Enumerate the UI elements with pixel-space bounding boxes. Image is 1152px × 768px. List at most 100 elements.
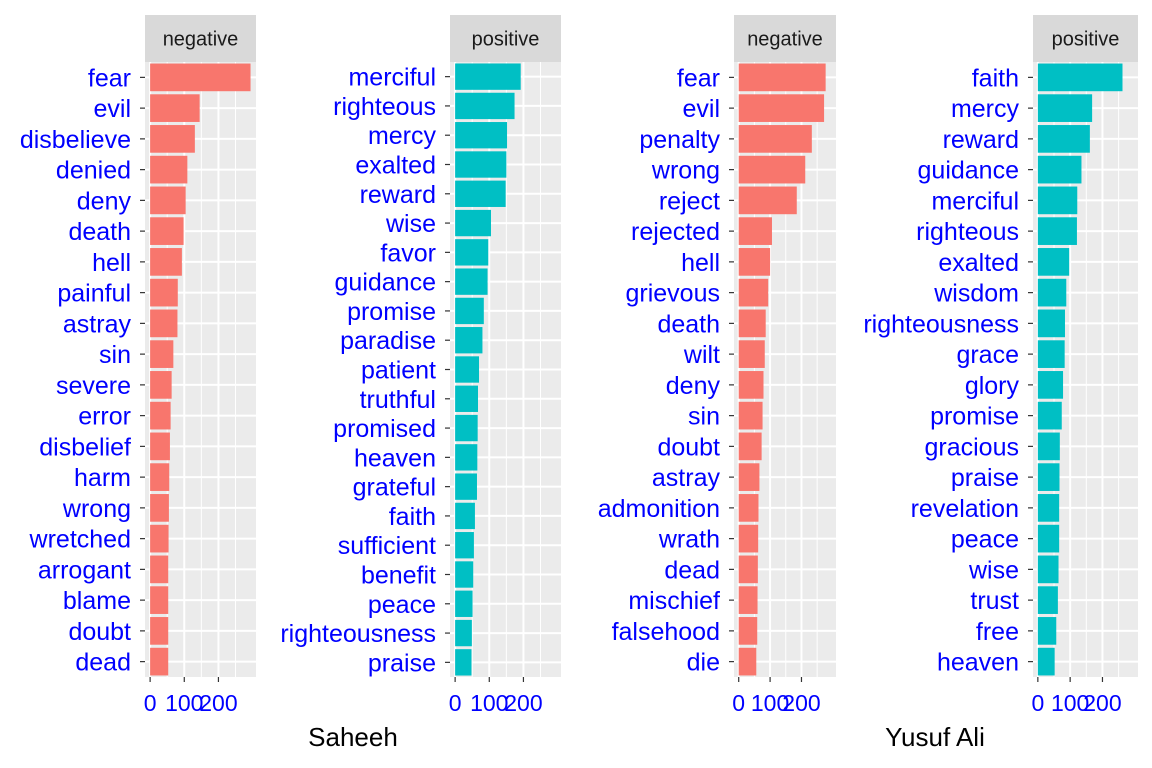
category-label: free <box>976 618 1019 646</box>
bar-promise <box>455 297 484 325</box>
bar-severe <box>150 371 172 399</box>
category-label: righteous <box>916 218 1019 246</box>
bar-revelation <box>1037 494 1060 522</box>
bar-heaven <box>455 444 478 471</box>
category-label: mercy <box>951 95 1020 123</box>
x-tick-label: 100 <box>165 690 203 716</box>
bar-wilt <box>738 340 765 368</box>
bar-merciful <box>455 63 521 90</box>
category-label: glory <box>965 372 1020 400</box>
bar-grateful <box>455 473 477 500</box>
bar-mercy <box>455 122 508 149</box>
panel-1-positive: positive faith mercy reward guidancemerciful… <box>863 15 1138 716</box>
category-label: truthful <box>360 386 436 414</box>
category-label: harm <box>74 464 131 492</box>
bar-denied <box>150 155 188 184</box>
category-label: exalted <box>938 249 1019 277</box>
bar-deny <box>738 371 764 399</box>
bar-exalted <box>1037 248 1070 276</box>
panel-0-positive: positive mercifulrighteousmercyexaltedrew… <box>280 15 561 716</box>
bar-faith <box>1037 63 1123 92</box>
category-label: disbelieve <box>20 126 131 154</box>
bar-dead <box>738 555 758 584</box>
bar-peace <box>1037 524 1060 553</box>
category-label: die <box>687 649 720 677</box>
bar-praise <box>1037 463 1060 491</box>
bar-die <box>738 647 757 676</box>
panel-background <box>734 62 836 677</box>
bar-fear <box>150 63 251 92</box>
category-label: wise <box>968 556 1019 584</box>
category-label: evil <box>93 95 131 123</box>
bar-evil <box>150 94 200 122</box>
x-tick-label: 200 <box>504 690 542 716</box>
x-tick-label: 200 <box>199 690 237 716</box>
category-label: grace <box>956 341 1019 369</box>
bar-glory <box>1037 371 1064 399</box>
category-label: error <box>78 403 131 431</box>
category-label: wrath <box>658 526 720 554</box>
bar-wise <box>455 209 491 237</box>
category-label: wrong <box>62 495 131 523</box>
bar-praise <box>455 649 472 676</box>
category-label: death <box>657 310 720 338</box>
bar-wise <box>1037 555 1059 584</box>
bar-sufficient <box>455 532 474 559</box>
bar-guidance <box>1037 155 1082 184</box>
category-label: reward <box>943 126 1019 154</box>
x-tick-label: 0 <box>449 690 462 716</box>
facet-strip <box>1033 15 1138 62</box>
category-label: reject <box>659 187 720 215</box>
category-label: hell <box>681 249 720 277</box>
bar-sin <box>150 340 174 368</box>
bar-guidance <box>455 268 488 295</box>
bar-fear <box>738 63 826 92</box>
category-label: favor <box>380 239 436 267</box>
bar-dead <box>150 647 169 676</box>
category-label: faith <box>389 503 436 531</box>
x-tick-label: 0 <box>732 690 745 716</box>
facet-strip-label: negative <box>747 29 823 51</box>
bar-reward <box>455 180 506 207</box>
category-label: revelation <box>911 495 1019 523</box>
bar-wretched <box>150 524 169 553</box>
bar-grievous <box>738 278 769 307</box>
bar-mischief <box>738 586 758 614</box>
category-label: wrong <box>651 157 720 185</box>
bar-mercy <box>1037 94 1093 122</box>
category-label: sin <box>688 403 720 431</box>
category-label: peace <box>951 526 1019 554</box>
x-tick-label: 200 <box>782 690 820 716</box>
category-label: evil <box>682 95 720 123</box>
bar-reject <box>738 186 797 215</box>
bar-wrong <box>738 155 806 184</box>
category-label: merciful <box>348 64 436 92</box>
bar-promised <box>455 414 478 442</box>
category-label: admonition <box>598 495 720 523</box>
category-label: promise <box>930 403 1019 431</box>
category-label: arrogant <box>38 556 131 584</box>
bar-truthful <box>455 385 479 412</box>
bar-exalted <box>455 151 507 178</box>
category-label: promised <box>333 415 436 443</box>
category-label: death <box>68 218 131 246</box>
category-label: painful <box>57 280 131 308</box>
bar-harm <box>150 463 170 491</box>
category-label: benefit <box>361 562 436 590</box>
category-label: doubt <box>657 433 720 461</box>
category-label: rejected <box>631 218 720 246</box>
category-label: wretched <box>29 526 131 554</box>
category-label: faith <box>972 64 1019 92</box>
panel-background <box>1033 62 1138 677</box>
category-label: trust <box>970 587 1019 615</box>
bar-disbelieve <box>150 125 195 153</box>
category-label: sin <box>99 341 131 369</box>
category-label: exalted <box>355 152 436 180</box>
category-label: mercy <box>368 122 437 150</box>
bar-grace <box>1037 340 1065 368</box>
bar-reward <box>1037 125 1090 153</box>
category-label: hell <box>92 249 131 277</box>
bar-sin <box>738 401 763 430</box>
category-label: fear <box>88 64 131 92</box>
